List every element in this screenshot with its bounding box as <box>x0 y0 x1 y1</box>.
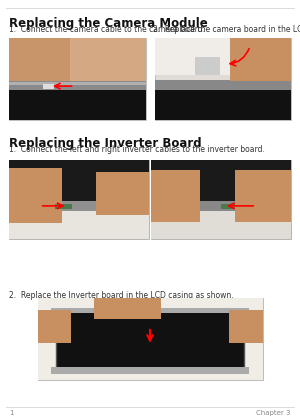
Bar <box>38 298 262 380</box>
Text: 1: 1 <box>9 410 14 416</box>
Bar <box>230 38 291 81</box>
Text: 2.  Replace the Inverter board in the LCD casing as shown.: 2. Replace the Inverter board in the LCD… <box>9 291 234 299</box>
Bar <box>154 38 291 120</box>
Bar <box>152 209 291 239</box>
Bar <box>9 160 148 203</box>
Bar <box>51 308 249 313</box>
Text: 2.  Replace the camera board in the LCD casing: 2. Replace the camera board in the LCD c… <box>153 25 300 34</box>
Text: 1.  Connect the camera cable to the camera board.: 1. Connect the camera cable to the camer… <box>9 25 205 34</box>
Bar <box>9 168 62 223</box>
Text: Replacing the Inverter Board: Replacing the Inverter Board <box>9 136 202 150</box>
Text: Replacing the Camera Module: Replacing the Camera Module <box>9 17 208 30</box>
Text: 1.  Connect the left and right inverter cables to the inverter board.: 1. Connect the left and right inverter c… <box>9 145 265 154</box>
Bar <box>56 311 244 370</box>
Bar <box>38 298 262 380</box>
Bar <box>43 84 54 89</box>
Bar <box>94 298 161 319</box>
Bar <box>152 170 200 222</box>
Bar <box>9 38 70 81</box>
Bar <box>55 204 72 209</box>
Bar <box>152 160 291 239</box>
Bar <box>154 89 291 120</box>
Bar <box>9 38 146 81</box>
Bar <box>9 201 148 211</box>
Bar <box>9 160 148 239</box>
Bar <box>9 38 146 120</box>
Bar <box>152 160 291 203</box>
Text: Chapter 3: Chapter 3 <box>256 410 291 416</box>
Bar <box>95 171 148 215</box>
Bar <box>229 310 262 343</box>
Bar <box>152 201 291 211</box>
Bar <box>221 204 235 209</box>
Bar <box>154 80 291 90</box>
Bar <box>51 367 249 373</box>
Bar <box>38 310 71 343</box>
Bar <box>196 57 220 75</box>
Bar <box>9 209 148 239</box>
Bar <box>9 80 146 90</box>
Bar <box>235 170 291 222</box>
Bar <box>9 89 146 120</box>
Bar <box>154 38 291 75</box>
Bar <box>9 82 146 85</box>
